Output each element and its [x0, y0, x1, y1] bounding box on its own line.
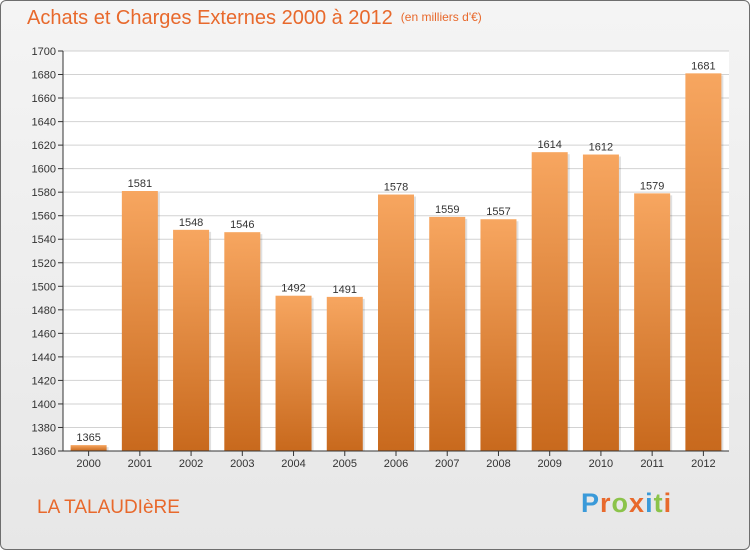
y-tick-label: 1480: [32, 305, 56, 317]
logo-letter: i: [645, 488, 654, 518]
x-axis-ticks: 2000 2001 2002 2003 2004 2005 2006 2007 2008 2009…: [76, 451, 716, 470]
bar-value-label: 1681: [691, 60, 715, 72]
bar: [121, 191, 158, 451]
x-tick-label: 2007: [435, 458, 459, 470]
x-tick-label: 2009: [537, 458, 561, 470]
y-tick-label: 1660: [32, 93, 56, 105]
bar: [70, 445, 107, 451]
y-tick-label: 1460: [32, 328, 56, 340]
bar: [173, 229, 210, 451]
bar: [634, 193, 671, 451]
bars: 1365 1581 1548 1546 1492 1491 1578 1559 1557 1614…: [70, 60, 724, 452]
x-tick-label: 2010: [589, 458, 613, 470]
x-tick-label: 2005: [333, 458, 357, 470]
title-text: Achats et Charges Externes 2000 à 2012: [27, 7, 393, 29]
bar-value-label: 1491: [333, 284, 357, 296]
bar-value-label: 1546: [230, 219, 254, 231]
x-tick-label: 2002: [179, 458, 203, 470]
place-name: LA TALAUDIèRE: [37, 497, 180, 518]
bar-value-label: 1579: [640, 180, 664, 192]
y-tick-label: 1500: [32, 281, 56, 293]
bar-value-label: 1559: [435, 204, 459, 216]
title-unit: (en milliers d'€): [400, 10, 482, 24]
bar-value-label: 1612: [589, 142, 613, 154]
bar-value-label: 1578: [384, 182, 408, 194]
x-tick-label: 2003: [230, 458, 254, 470]
logo-letter: r: [600, 488, 612, 518]
bar-value-label: 1581: [128, 178, 152, 190]
bar: [429, 216, 466, 451]
y-tick-label: 1700: [32, 46, 56, 58]
x-tick-label: 2004: [281, 458, 305, 470]
y-tick-label: 1520: [32, 258, 56, 270]
bar: [685, 73, 722, 452]
y-tick-label: 1440: [32, 352, 56, 364]
y-tick-label: 1380: [32, 422, 56, 434]
proxiti-logo: Proxiti: [581, 488, 672, 519]
bar: [378, 194, 414, 451]
x-tick-label: 2011: [640, 458, 664, 470]
bar-value-label: 1548: [179, 217, 203, 229]
bar: [275, 295, 312, 451]
chart-title: Achats et Charges Externes 2000 à 2012 (e…: [27, 7, 482, 30]
y-tick-label: 1600: [32, 164, 56, 176]
y-tick-label: 1580: [32, 187, 56, 199]
logo-letter: x: [629, 488, 646, 518]
y-tick-label: 1360: [32, 446, 56, 458]
bar: [582, 154, 619, 451]
x-tick-label: 2006: [384, 458, 408, 470]
bar: [531, 152, 568, 452]
logo-letter: o: [611, 488, 630, 518]
y-tick-label: 1620: [32, 140, 56, 152]
bar-value-label: 1557: [486, 206, 510, 218]
x-tick-label: 2012: [691, 458, 715, 470]
bar: [224, 232, 261, 451]
y-tick-label: 1400: [32, 399, 56, 411]
x-tick-label: 2001: [128, 458, 152, 470]
y-tick-label: 1640: [32, 117, 56, 129]
bar: [326, 296, 363, 451]
logo-letter: P: [581, 488, 601, 518]
bar-value-label: 1614: [537, 139, 561, 151]
x-tick-label: 2000: [76, 458, 100, 470]
y-axis-ticks: 1360 1380 1400 1420 1440 1460 1480 1500 1520 1540…: [32, 46, 63, 458]
logo-letter: t: [653, 488, 664, 518]
bar-value-label: 1492: [281, 283, 305, 295]
y-tick-label: 1680: [32, 70, 56, 82]
bar: [480, 219, 517, 451]
y-tick-label: 1540: [32, 234, 56, 246]
logo-letter: i: [663, 488, 673, 518]
y-tick-label: 1420: [32, 375, 56, 387]
y-tick-label: 1560: [32, 211, 56, 223]
x-tick-label: 2008: [486, 458, 510, 470]
bar-value-label: 1365: [76, 432, 100, 444]
